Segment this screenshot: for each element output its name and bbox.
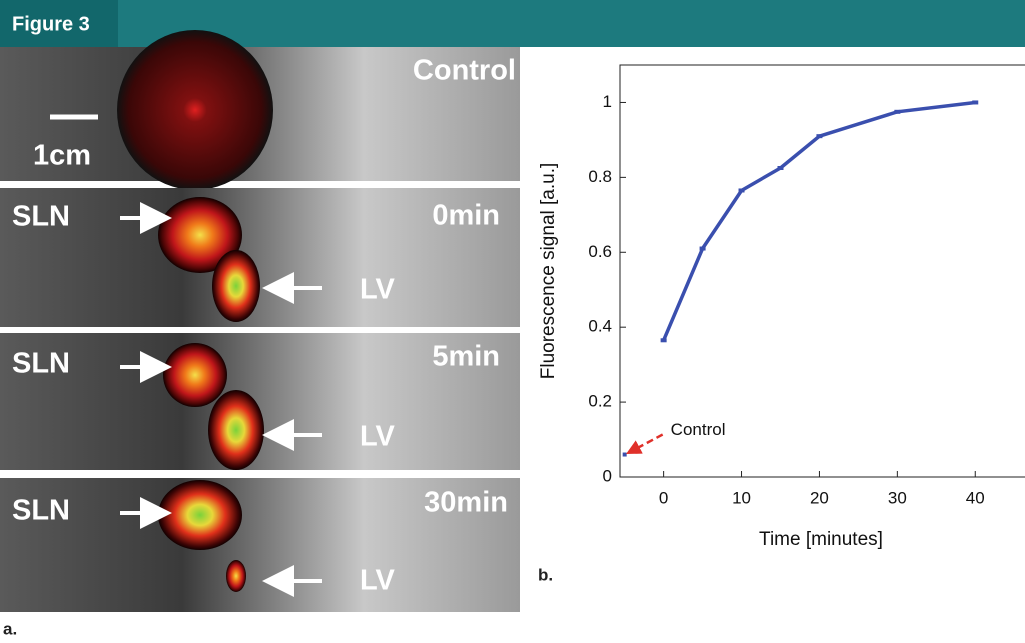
lv-label: LV bbox=[360, 565, 396, 597]
header-bar bbox=[0, 0, 1025, 47]
y-tick-label: 0 bbox=[603, 466, 612, 485]
x-tick-label: 0 bbox=[659, 488, 668, 507]
annotation-label: Control bbox=[671, 420, 726, 439]
sln-label: SLN bbox=[12, 348, 70, 380]
image-panel: SLN 0min LV bbox=[0, 188, 520, 327]
data-point bbox=[660, 338, 667, 343]
panel-label: 5min bbox=[432, 341, 500, 373]
x-tick-label: 20 bbox=[810, 488, 829, 507]
annotation-arrow bbox=[626, 433, 664, 455]
control-point bbox=[622, 452, 627, 457]
y-tick-label: 0.8 bbox=[588, 167, 612, 186]
y-tick-label: 1 bbox=[603, 92, 612, 111]
image-panel: Control 1cm bbox=[0, 30, 520, 190]
scale-label: 1cm bbox=[33, 140, 91, 172]
data-point bbox=[894, 109, 901, 114]
data-point bbox=[816, 134, 823, 139]
panel-label: 30min bbox=[424, 487, 508, 519]
data-point bbox=[738, 188, 745, 193]
x-tick-label: 30 bbox=[888, 488, 907, 507]
x-tick-label: 10 bbox=[732, 488, 751, 507]
image-panel: SLN 5min LV bbox=[0, 333, 520, 470]
panel-label: 0min bbox=[432, 200, 500, 232]
lv-label: LV bbox=[360, 421, 396, 453]
plot-frame bbox=[619, 64, 1025, 478]
sln-label: SLN bbox=[12, 495, 70, 527]
panel-letter: a. bbox=[3, 619, 17, 638]
image-panel: SLN 30min LV bbox=[0, 478, 520, 612]
panel-label: Control bbox=[413, 55, 516, 87]
y-tick-label: 0.6 bbox=[588, 242, 612, 261]
panel-letter: b. bbox=[538, 565, 553, 584]
x-axis-label: Time [minutes] bbox=[759, 529, 883, 550]
x-tick-label: 40 bbox=[966, 488, 985, 507]
header-tab bbox=[0, 0, 118, 47]
data-point bbox=[972, 100, 979, 105]
figure-label: Figure 3 bbox=[12, 13, 90, 35]
data-point bbox=[699, 246, 706, 251]
data-point bbox=[777, 166, 784, 170]
sln-label: SLN bbox=[12, 201, 70, 233]
y-tick-label: 0.2 bbox=[588, 392, 612, 411]
lv-label: LV bbox=[360, 274, 396, 306]
y-tick-label: 0.4 bbox=[588, 317, 612, 336]
y-axis-label: Fluorescence signal [a.u.] bbox=[538, 163, 559, 380]
